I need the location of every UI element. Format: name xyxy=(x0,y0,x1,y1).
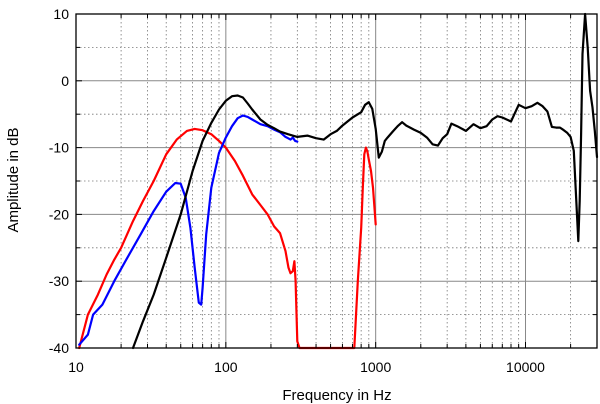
minor-grid xyxy=(76,14,598,348)
x-axis-title: Frequency in Hz xyxy=(282,387,391,404)
x-tick-label: 100 xyxy=(214,359,238,375)
y-tick-label: -10 xyxy=(49,140,69,156)
x-tick-label: 1000 xyxy=(360,359,391,375)
major-grid xyxy=(76,14,597,348)
x-tick-label: 10000 xyxy=(506,359,545,375)
y-tick-label: 0 xyxy=(61,73,69,89)
x-tick-label: 10 xyxy=(68,359,84,375)
x-tick-labels: 10 100 1000 10000 xyxy=(68,359,545,375)
axis-ticks xyxy=(75,13,598,349)
y-tick-label: -40 xyxy=(49,340,69,356)
black-response-line xyxy=(131,12,599,350)
y-tick-label: 10 xyxy=(53,6,69,22)
series-layer xyxy=(78,12,599,350)
y-axis-title: Amplitude in dB xyxy=(5,127,22,232)
y-tick-label: -20 xyxy=(49,206,69,222)
red-response-line xyxy=(78,127,377,350)
y-tick-labels: 10 0 -10 -20 -30 -40 xyxy=(49,6,69,356)
y-tick-label: -30 xyxy=(49,273,69,289)
